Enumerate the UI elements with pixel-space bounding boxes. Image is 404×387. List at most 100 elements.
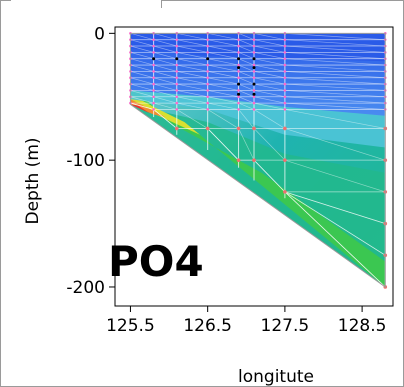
sample-point	[283, 190, 287, 194]
plot-area	[114, 26, 394, 307]
mesh-diagonal	[153, 64, 177, 72]
sample-point	[206, 51, 209, 54]
mesh-diagonal	[284, 83, 386, 91]
mesh-diagonal	[284, 39, 386, 47]
mesh-diagonal	[153, 33, 177, 41]
mesh-diagonal	[253, 64, 285, 72]
mesh-diagonal	[153, 83, 177, 91]
sample-point	[237, 76, 240, 80]
sample-point	[152, 63, 155, 67]
mesh-diagonal	[284, 102, 386, 110]
mesh-diagonal	[253, 128, 286, 161]
sample-point	[283, 126, 287, 131]
mesh-diagonal	[238, 109, 255, 129]
sample-point	[252, 44, 256, 48]
sample-point-highlight	[252, 82, 256, 86]
sample-point	[175, 108, 179, 111]
mesh-diagonal	[176, 83, 208, 91]
sample-point	[237, 51, 240, 54]
mesh-diagonal	[284, 96, 386, 104]
mesh-diagonal	[238, 102, 255, 110]
sample-point	[206, 95, 209, 99]
sample-point	[236, 126, 241, 131]
mesh-line	[153, 109, 178, 129]
mesh-diagonal	[238, 83, 255, 91]
mesh-diagonal	[253, 71, 285, 79]
parameter-label: PO4	[108, 237, 204, 286]
mesh-diagonal	[238, 64, 255, 72]
x-axis-title: longitute	[238, 367, 314, 387]
x-tick-label: 128.5	[338, 316, 387, 336]
mesh-diagonal	[253, 159, 286, 193]
mesh-line	[284, 191, 386, 224]
sample-point	[283, 44, 287, 48]
y-axis-title: Depth (m)	[23, 137, 43, 224]
y-tick-label: -200	[66, 278, 105, 298]
sample-point	[283, 89, 287, 92]
sample-point	[175, 63, 179, 67]
mesh-diagonal	[207, 33, 239, 41]
mesh-diagonal	[153, 96, 177, 104]
mesh-diagonal	[153, 45, 177, 53]
mesh-diagonal	[284, 58, 386, 66]
sample-point	[175, 82, 179, 86]
mesh-diagonal	[284, 90, 386, 98]
sample-point	[206, 108, 209, 111]
mesh-diagonal	[207, 83, 239, 91]
mesh-diagonal	[153, 109, 177, 129]
sample-point	[175, 76, 179, 80]
sample-point	[252, 126, 256, 131]
mesh-diagonal	[238, 52, 255, 60]
mesh-diagonal	[207, 96, 239, 104]
mesh-diagonal	[284, 191, 386, 287]
sample-point	[175, 101, 179, 105]
mesh-diagonal	[253, 45, 285, 53]
sample-point	[237, 70, 240, 73]
mesh-diagonal	[176, 71, 208, 79]
sample-point	[252, 63, 256, 67]
mesh-diagonal	[176, 77, 208, 85]
sample-point	[206, 38, 209, 41]
mesh-diagonal	[284, 45, 386, 53]
mesh-diagonal	[207, 39, 239, 47]
mesh-diagonal	[284, 109, 386, 129]
mesh-diagonal	[238, 96, 255, 104]
sample-point	[252, 158, 256, 162]
caption-strip	[11, 0, 162, 8]
mesh-diagonal	[284, 159, 386, 193]
sample-point	[152, 38, 155, 41]
mesh-diagonal	[176, 39, 208, 47]
mesh-diagonal	[253, 58, 285, 66]
mesh-line	[284, 191, 386, 256]
mesh-diagonal	[207, 128, 239, 161]
band-yellow-slope	[130, 94, 200, 135]
mesh-diagonal	[253, 109, 286, 129]
sample-point	[152, 108, 155, 111]
mesh-diagonal	[153, 39, 177, 47]
mesh-diagonal	[207, 64, 239, 72]
mesh-diagonal	[176, 52, 208, 60]
mesh-diagonal	[207, 45, 239, 53]
mesh-diagonal	[238, 33, 255, 41]
mesh-diagonal	[238, 45, 255, 53]
mesh-diagonal	[207, 58, 239, 66]
sample-point	[283, 63, 287, 67]
sample-point	[175, 44, 179, 48]
sample-point	[152, 70, 155, 73]
mesh-diagonal	[253, 39, 285, 47]
sample-point	[237, 101, 240, 105]
mesh-diagonal	[153, 77, 177, 85]
sample-point	[152, 51, 155, 54]
interpolation-mesh	[130, 33, 386, 287]
sample-point-highlight	[206, 57, 210, 61]
mesh-line	[284, 191, 386, 287]
sample-point-highlight	[175, 57, 179, 61]
mesh-diagonal	[253, 102, 285, 110]
sample-point	[152, 82, 155, 86]
sample-point	[283, 108, 287, 111]
mesh-diagonal	[253, 96, 285, 104]
mesh-diagonal	[130, 52, 154, 60]
mesh-diagonal	[238, 77, 255, 85]
sample-point	[252, 76, 256, 80]
